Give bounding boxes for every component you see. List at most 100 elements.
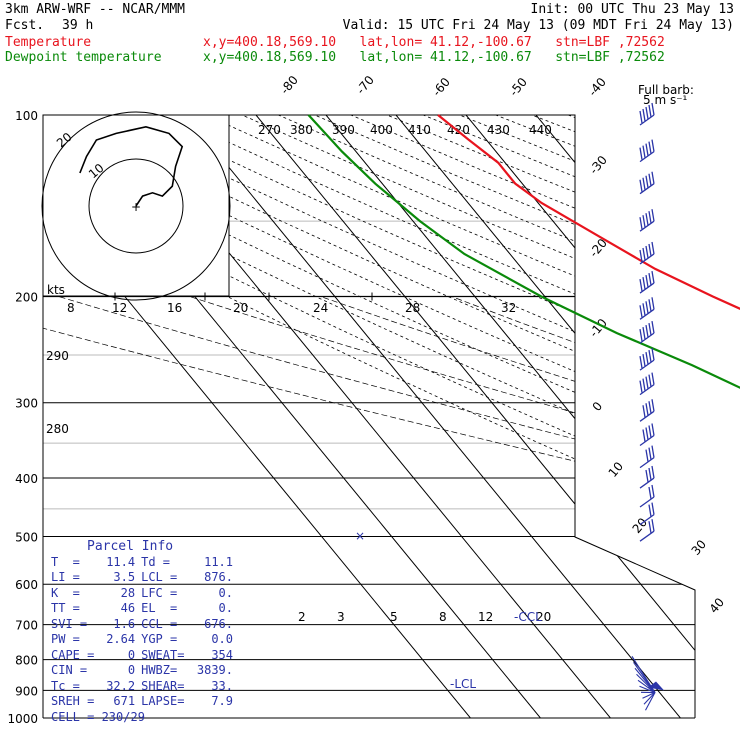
pressure-tick-label: 200	[15, 291, 38, 305]
parcel-cell: SHEAR=	[141, 678, 185, 693]
temperature-legend: Temperature	[5, 35, 92, 50]
theta-label: 280	[46, 422, 69, 436]
wind-barb-flag	[642, 327, 646, 340]
isotherm-line	[465, 115, 695, 718]
parcel-cell: YGP =	[141, 632, 178, 646]
wind-barb-flag	[642, 303, 646, 316]
parcel-cell: 46	[120, 601, 136, 615]
parcel-row: CIN = 0 HWBZ= 3839.	[43, 663, 233, 679]
isotherm-label: 40	[707, 595, 728, 616]
wind-barb	[639, 209, 655, 232]
parcel-cell: 28	[120, 585, 136, 600]
wind-barb-flag	[648, 486, 652, 500]
wind-barb	[639, 445, 655, 469]
wind-barb	[639, 171, 655, 195]
isotherm-label: 10	[606, 459, 627, 480]
wind-barb-flag	[648, 272, 652, 286]
dry-adiabat	[604, 115, 695, 718]
parcel-cell: LFC =	[141, 585, 178, 600]
parcel-cell: CIN =	[51, 663, 88, 677]
wind-speed-tick: 20	[233, 301, 248, 315]
wind-barb-flag	[639, 356, 643, 369]
theta-label: 430	[487, 123, 510, 137]
wind-barb-flag	[645, 469, 649, 483]
wind-barb-flag	[645, 245, 649, 259]
wind-barb-flag	[639, 217, 643, 230]
parcel-cell: 0.	[218, 585, 233, 600]
hodograph-unit: kts	[47, 283, 65, 297]
hodograph-ring	[88, 158, 184, 254]
parcel-cell: LCL =	[141, 570, 178, 584]
wind-barb-flag	[645, 213, 649, 226]
parcel-row: Tc = 32.2 SHEAR= 33.	[43, 679, 233, 695]
init-time: Init: 00 UTC Thu 23 May 13	[530, 2, 735, 17]
wind-barb-staff	[639, 332, 655, 344]
moist-adiabat	[189, 296, 695, 718]
parcel-cell: LAPSE=	[141, 694, 185, 708]
wind-barb	[639, 423, 655, 447]
wind-barb-flag	[648, 299, 652, 312]
surface-wind-flag	[648, 681, 664, 691]
isotherm-line	[255, 115, 695, 718]
parcel-cell: 671	[113, 694, 136, 708]
theta-label: 290	[46, 349, 69, 363]
wind-barb	[639, 465, 655, 489]
wind-barb	[639, 102, 655, 126]
wind-barb-staff	[639, 253, 655, 265]
dry-adiabat	[676, 115, 695, 718]
surface-wind-barb	[642, 692, 656, 699]
mixing-ratio-label: 12	[478, 610, 493, 624]
wind-barb-flag	[648, 323, 652, 336]
wind-barb-flag	[651, 502, 655, 515]
wind-barb-flag	[648, 425, 652, 438]
wind-barb-staff	[639, 151, 655, 163]
isotherm-label: -30	[587, 153, 610, 177]
pressure-tick-label: 500	[15, 530, 38, 544]
wind-speed-tick: 12	[112, 301, 127, 315]
wind-barb-flag	[639, 179, 643, 192]
parcel-cell: EL =	[141, 601, 178, 615]
parcel-cell: 11.4	[106, 554, 136, 569]
wind-barb-staff	[639, 282, 655, 294]
parcel-cell: SVI =	[51, 616, 88, 631]
parcel-cell: SREH =	[51, 694, 95, 708]
wind-barb-flag	[648, 350, 652, 363]
forecast-label: Fcst.	[5, 18, 45, 33]
parcel-cell: T =	[51, 554, 80, 569]
wind-barb-flag	[648, 521, 652, 534]
wind-barb-staff	[639, 514, 655, 526]
wind-barb-staff	[639, 434, 655, 447]
parcel-info-title: Parcel Info	[87, 539, 174, 554]
parcel-cell: 11.1	[204, 554, 233, 569]
isotherm-label: 20	[630, 515, 651, 536]
wind-barb-flag	[645, 403, 649, 416]
parcel-cell: LI =	[51, 570, 80, 584]
dry-adiabat	[241, 115, 695, 718]
wind-barb-staff	[639, 530, 655, 542]
parcel-cell: CAPE =	[51, 647, 95, 662]
model-title: 3km ARW-WRF -- NCAR/MMM	[5, 2, 186, 17]
wind-barb-flag	[642, 177, 646, 190]
parcel-cell: 0	[127, 663, 136, 677]
surface-wind-barb	[636, 673, 656, 693]
wind-barb-flag	[651, 102, 655, 116]
isotherm-label: -50	[507, 75, 530, 99]
parcel-cell: 7.9	[211, 694, 233, 708]
wind-barb-flag	[648, 141, 652, 154]
dry-adiabat	[640, 115, 695, 718]
dry-adiabat	[43, 115, 695, 718]
wind-barb-flag	[651, 297, 655, 310]
barb-legend-value: 5 m s⁻¹	[643, 93, 688, 107]
pressure-tick-label: 300	[15, 397, 38, 411]
parcel-row: T = 11.4 Td = 11.1	[43, 555, 233, 571]
ccl-marker: -CCL	[514, 610, 542, 624]
valid-time: Valid: 15 UTC Fri 24 May 13 (09 MDT Fri …	[342, 18, 734, 33]
wind-barb-staff	[639, 183, 655, 195]
wind-barb-flag	[651, 423, 655, 436]
parcel-cell: CCL =	[141, 616, 178, 631]
wind-barb-flag	[642, 378, 646, 391]
parcel-cell: 2.64	[106, 632, 136, 646]
dry-adiabat	[459, 115, 695, 718]
wind-barb	[639, 519, 655, 542]
wind-barb	[639, 241, 655, 265]
